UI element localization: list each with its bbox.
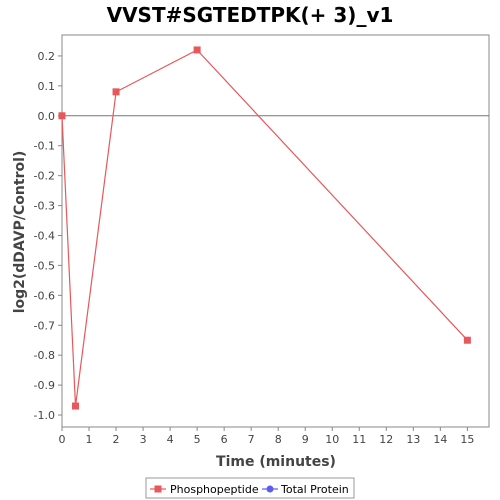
x-tick-label: 3 bbox=[140, 433, 147, 446]
series-layer bbox=[58, 46, 471, 410]
plot-area bbox=[61, 34, 490, 428]
data-point bbox=[463, 336, 471, 344]
y-tick-label: 0.0 bbox=[38, 110, 56, 123]
x-tick-label: 4 bbox=[167, 433, 174, 446]
y-tick-label: -0.8 bbox=[34, 349, 55, 362]
legend: Phosphopeptide Total Protein bbox=[145, 477, 355, 499]
legend-box bbox=[145, 477, 355, 499]
y-tick-label: 0.1 bbox=[38, 80, 56, 93]
x-tick-label: 8 bbox=[275, 433, 282, 446]
x-tick-label: 15 bbox=[460, 433, 474, 446]
x-tick-label: 14 bbox=[433, 433, 447, 446]
y-tick-label: -0.2 bbox=[34, 170, 55, 183]
y-tick-label: -0.6 bbox=[34, 289, 55, 302]
data-point bbox=[112, 88, 120, 96]
data-point bbox=[72, 402, 80, 410]
y-tick-label: -1.0 bbox=[34, 409, 55, 422]
x-tick-label: 5 bbox=[194, 433, 201, 446]
x-tick-label: 0 bbox=[59, 433, 66, 446]
y-tick-label: -0.9 bbox=[34, 379, 55, 392]
x-tick-label: 13 bbox=[406, 433, 420, 446]
legend-label: Total Protein bbox=[280, 483, 349, 496]
y-tick-label: 0.2 bbox=[38, 50, 56, 63]
legend-label: Phosphopeptide bbox=[170, 483, 259, 496]
y-axis: 0.2 0.1 0.0 -0.1 -0.2 -0.3 -0.4 -0.5 -0.6 -0.7 -0.… bbox=[34, 50, 62, 422]
y-tick-label: -0.4 bbox=[34, 229, 55, 242]
x-tick-label: 10 bbox=[325, 433, 339, 446]
y-tick-label: -0.7 bbox=[34, 319, 55, 332]
x-tick-label: 7 bbox=[248, 433, 255, 446]
x-axis: 0 1 2 3 4 5 6 7 8 9 10 11 12 13 14 15 bbox=[59, 427, 474, 446]
legend-swatch-marker bbox=[266, 485, 274, 493]
y-tick-label: -0.3 bbox=[34, 200, 55, 213]
y-tick-label: -0.5 bbox=[34, 259, 55, 272]
x-tick-label: 2 bbox=[113, 433, 120, 446]
legend-swatch-marker bbox=[154, 485, 162, 493]
x-tick-label: 11 bbox=[352, 433, 366, 446]
x-tick-label: 12 bbox=[379, 433, 393, 446]
data-point bbox=[58, 112, 66, 120]
x-tick-label: 9 bbox=[302, 433, 309, 446]
x-tick-label: 1 bbox=[86, 433, 93, 446]
y-axis-label: log2(dDAVP/Control) bbox=[12, 151, 28, 314]
x-tick-label: 6 bbox=[221, 433, 228, 446]
chart-title: VVST#SGTEDTPK(+ 3)_v1 bbox=[107, 3, 394, 27]
data-point bbox=[193, 46, 201, 54]
x-axis-label: Time (minutes) bbox=[216, 454, 336, 470]
y-tick-label: -0.1 bbox=[34, 140, 55, 153]
